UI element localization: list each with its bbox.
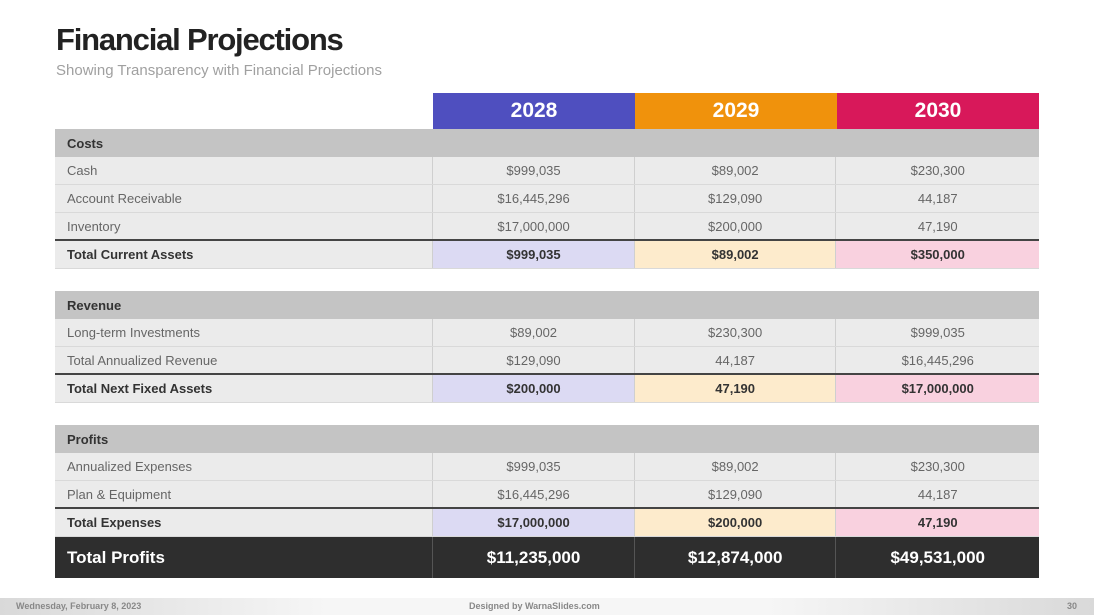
cell-value: $17,000,000 (432, 213, 634, 240)
cell-value: $129,090 (432, 347, 634, 374)
table-row: Total Annualized Revenue $129,090 44,187… (55, 347, 1039, 375)
cell-value: 44,187 (835, 185, 1039, 212)
cell-value: $16,445,296 (432, 185, 634, 212)
cell-value: $16,445,296 (432, 481, 634, 508)
cell-value: $999,035 (835, 319, 1039, 346)
row-label: Cash (67, 163, 98, 178)
table-row: Annualized Expenses $999,035 $89,002 $23… (55, 453, 1039, 481)
section-header-revenue: Revenue (55, 291, 1039, 319)
total-value: 47,190 (633, 375, 836, 402)
year-header-2030: 2030 (837, 93, 1039, 129)
total-row-current-assets: Total Current Assets $999,035 $89,002 $3… (55, 239, 1040, 269)
row-label: Account Receivable (67, 191, 182, 206)
year-header-2029: 2029 (635, 93, 837, 129)
row-label: Total Annualized Revenue (67, 353, 218, 368)
cell-value: $16,445,296 (835, 347, 1039, 374)
cell-value: 47,190 (835, 213, 1039, 240)
table-row: Plan & Equipment $16,445,296 $129,090 44… (55, 481, 1039, 509)
cell-value: $200,000 (633, 213, 836, 240)
cell-value: $230,300 (633, 319, 836, 346)
row-label: Inventory (67, 219, 121, 234)
total-row-expenses: Total Expenses $17,000,000 $200,000 47,1… (55, 507, 1040, 537)
total-value: $200,000 (633, 509, 836, 536)
total-row-fixed-assets: Total Next Fixed Assets $200,000 47,190 … (55, 373, 1040, 403)
cell-value: $129,090 (633, 185, 836, 212)
row-label: Total Current Assets (67, 247, 194, 262)
row-label: Plan & Equipment (67, 487, 172, 502)
total-profits-row: Total Profits $11,235,000 $12,874,000 $4… (55, 537, 1039, 578)
table-row: Long-term Investments $89,002 $230,300 $… (55, 319, 1039, 347)
page-number: 30 (1066, 601, 1077, 611)
total-value: $17,000,000 (835, 375, 1040, 402)
section-label: Profits (67, 431, 109, 447)
cell-value: $999,035 (432, 157, 634, 184)
cell-value: $89,002 (633, 157, 836, 184)
total-value: $999,035 (432, 241, 634, 268)
cell-value: $89,002 (633, 453, 836, 480)
footer-date: Wednesday, February 8, 2023 (16, 601, 142, 611)
section-label: Revenue (67, 297, 122, 313)
row-label: Total Profits (67, 547, 165, 567)
year-label: 2029 (712, 99, 760, 122)
section-label: Costs (67, 135, 104, 151)
cell-value: 44,187 (633, 347, 836, 374)
grand-total-value: $11,235,000 (432, 537, 634, 578)
page-subtitle: Showing Transparency with Financial Proj… (56, 62, 382, 79)
cell-value: $89,002 (432, 319, 634, 346)
footer-credit: Designed by WarnaSlides.com (469, 601, 600, 611)
total-value: $200,000 (432, 375, 634, 402)
year-label: 2028 (510, 99, 558, 122)
table-row: Cash $999,035 $89,002 $230,300 (55, 157, 1039, 185)
cell-value: $999,035 (432, 453, 634, 480)
row-label: Annualized Expenses (67, 459, 193, 474)
total-value: $17,000,000 (432, 509, 634, 536)
grand-total-value: $12,874,000 (633, 537, 836, 578)
cell-value: $230,300 (835, 157, 1039, 184)
total-value: $350,000 (835, 241, 1040, 268)
row-label: Long-term Investments (67, 325, 200, 340)
total-value: 47,190 (835, 509, 1040, 536)
year-label: 2030 (914, 99, 962, 122)
cell-value: $129,090 (633, 481, 836, 508)
table-row: Account Receivable $16,445,296 $129,090 … (55, 185, 1039, 213)
year-header-2028: 2028 (433, 93, 635, 129)
cell-value: 44,187 (835, 481, 1039, 508)
section-header-profits: Profits (55, 425, 1039, 453)
page-title: Financial Projections (56, 22, 344, 57)
total-value: $89,002 (633, 241, 836, 268)
grand-total-value: $49,531,000 (835, 537, 1039, 578)
row-label: Total Next Fixed Assets (67, 381, 213, 396)
row-label: Total Expenses (67, 515, 162, 530)
table-row: Inventory $17,000,000 $200,000 47,190 (55, 213, 1039, 241)
section-header-costs: Costs (55, 129, 1039, 157)
slide-footer: Wednesday, February 8, 2023 Designed by … (0, 598, 1094, 615)
cell-value: $230,300 (835, 453, 1039, 480)
